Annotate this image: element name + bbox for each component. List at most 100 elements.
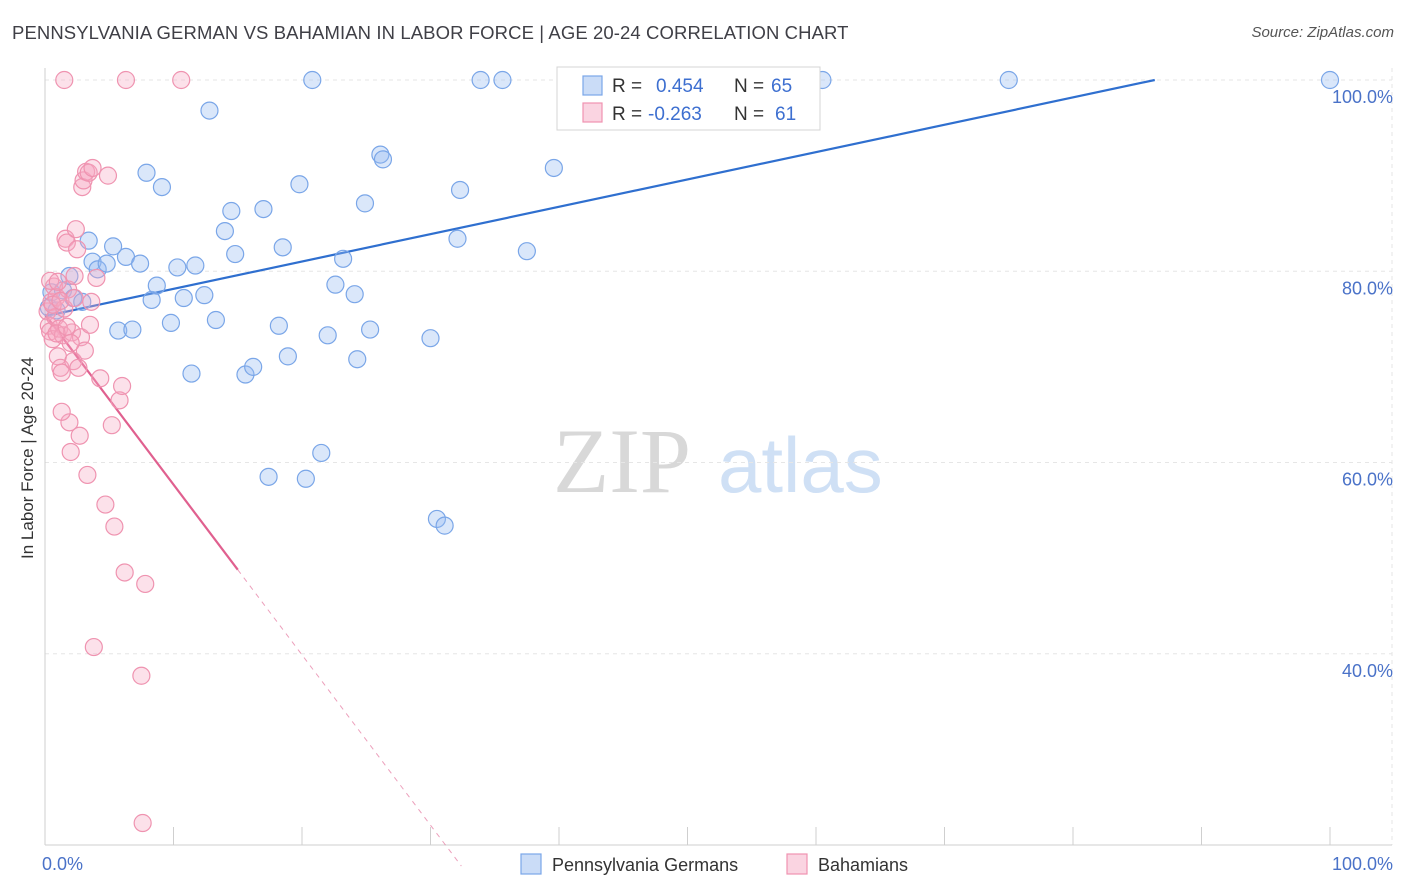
legend-r-value-pink: -0.263 (648, 104, 702, 125)
stats-legend: R = 0.454 N = 65 R = -0.263 N = 61 (556, 66, 821, 131)
data-point-pennsylvania-german (60, 266, 79, 286)
data-point-pennsylvania-german (371, 145, 390, 164)
data-point-pennsylvania-german (345, 285, 364, 304)
data-point-pennsylvania-german (471, 70, 490, 90)
legend-n-label-blue: N = (734, 76, 764, 97)
data-point-pennsylvania-german (348, 350, 367, 369)
source-label: Source: ZipAtlas.com (1251, 24, 1394, 41)
data-point-pennsylvania-german (361, 320, 380, 339)
data-point-bahamian (65, 288, 84, 308)
legend-n-label-pink: N = (734, 104, 764, 125)
legend-swatch-blue (582, 75, 603, 96)
series-legend-swatch-blue (520, 853, 542, 875)
data-point-bahamian (61, 333, 80, 353)
data-point-bahamian (172, 70, 191, 90)
data-point-pennsylvania-german (137, 163, 156, 182)
series-legend: Pennsylvania Germans Bahamians (520, 853, 908, 875)
data-point-bahamian (136, 574, 155, 594)
data-point-bahamian (66, 220, 85, 239)
trend-lines (44, 78, 1156, 867)
data-point-bahamian (112, 376, 132, 396)
data-point-pennsylvania-german (206, 310, 226, 330)
data-point-pennsylvania-german (123, 320, 142, 339)
watermark-zip: ZIP (553, 410, 691, 512)
data-point-bahamian (69, 358, 88, 377)
data-point-bahamian (105, 517, 124, 536)
x-tick-label-max: 100.0% (1332, 854, 1393, 874)
y-axis-title: In Labor Force | Age 20-24 (18, 357, 37, 559)
data-point-pennsylvania-german (244, 357, 263, 376)
data-point-pennsylvania-german (182, 364, 201, 383)
data-point-pennsylvania-german (355, 194, 375, 213)
legend-n-value-pink: 61 (775, 104, 796, 125)
data-point-bahamian (41, 271, 60, 290)
data-point-pennsylvania-german (290, 175, 309, 194)
data-point-bahamian (71, 328, 91, 347)
data-point-bahamian (61, 442, 80, 462)
data-point-pennsylvania-german (999, 70, 1018, 90)
data-point-bahamian (52, 363, 71, 382)
data-point-pennsylvania-german (544, 158, 563, 178)
data-point-pennsylvania-german (1320, 70, 1340, 90)
data-point-pennsylvania-german (152, 178, 172, 197)
data-points (38, 70, 1340, 833)
x-tick-label-min: 0.0% (42, 854, 83, 874)
data-point-pennsylvania-german (97, 254, 116, 273)
data-point-pennsylvania-german (195, 286, 214, 305)
data-point-bahamian (132, 666, 151, 685)
data-point-bahamian (87, 268, 106, 288)
data-point-pennsylvania-german (450, 180, 470, 200)
data-point-pennsylvania-german (200, 101, 219, 120)
y-tick-label: 60.0% (1342, 470, 1393, 490)
data-point-bahamian (110, 391, 129, 410)
watermark-atlas: atlas (718, 421, 883, 509)
data-point-pennsylvania-german (215, 221, 234, 241)
chart-title: PENNSYLVANIA GERMAN VS BAHAMIAN IN LABOR… (12, 22, 849, 43)
legend-r-value-blue: 0.454 (656, 76, 704, 97)
data-point-bahamian (83, 158, 102, 178)
data-point-pennsylvania-german (147, 276, 166, 295)
data-point-pennsylvania-german (130, 254, 150, 273)
trend-line-pink (44, 313, 239, 571)
data-point-pennsylvania-german (278, 347, 297, 366)
data-point-pennsylvania-german (517, 242, 536, 261)
legend-r-label-pink: R = (612, 104, 642, 125)
data-point-bahamian (75, 341, 94, 360)
data-point-pennsylvania-german (109, 321, 128, 340)
y-tick-label: 100.0% (1332, 87, 1393, 107)
series-legend-label-pink: Bahamians (818, 855, 908, 875)
data-point-bahamian (65, 266, 84, 286)
data-point-bahamian (96, 495, 115, 514)
data-point-pennsylvania-german (259, 467, 278, 486)
series-legend-swatch-pink (786, 853, 808, 875)
data-point-pennsylvania-german (161, 313, 181, 332)
data-point-bahamian (51, 291, 70, 310)
data-point-bahamian (116, 70, 136, 90)
data-point-pennsylvania-german (254, 199, 273, 219)
data-point-bahamian (70, 426, 89, 445)
data-point-pennsylvania-german (142, 290, 161, 310)
y-tick-label: 40.0% (1342, 661, 1393, 681)
data-point-bahamian (91, 369, 110, 388)
data-point-bahamian (82, 292, 101, 311)
trend-line-extension (237, 569, 462, 867)
y-tick-labels: 40.0% 60.0% 80.0% 100.0% (1332, 87, 1393, 681)
data-point-pennsylvania-german (303, 70, 322, 90)
data-point-pennsylvania-german (326, 275, 345, 294)
data-point-bahamian (57, 233, 76, 252)
data-point-pennsylvania-german (226, 244, 245, 264)
data-point-bahamian (68, 240, 87, 259)
data-point-bahamian (115, 563, 134, 582)
data-point-pennsylvania-german (174, 288, 193, 308)
legend-r-label-blue: R = (612, 76, 642, 97)
data-point-bahamian (133, 813, 152, 833)
data-point-pennsylvania-german (236, 365, 255, 384)
data-point-pennsylvania-german (312, 443, 331, 463)
data-point-bahamian (80, 315, 100, 334)
data-point-bahamian (55, 70, 74, 90)
data-point-pennsylvania-german (273, 238, 292, 257)
data-point-bahamian (47, 324, 66, 343)
data-point-bahamian (52, 402, 71, 421)
data-point-pennsylvania-german (493, 70, 512, 90)
